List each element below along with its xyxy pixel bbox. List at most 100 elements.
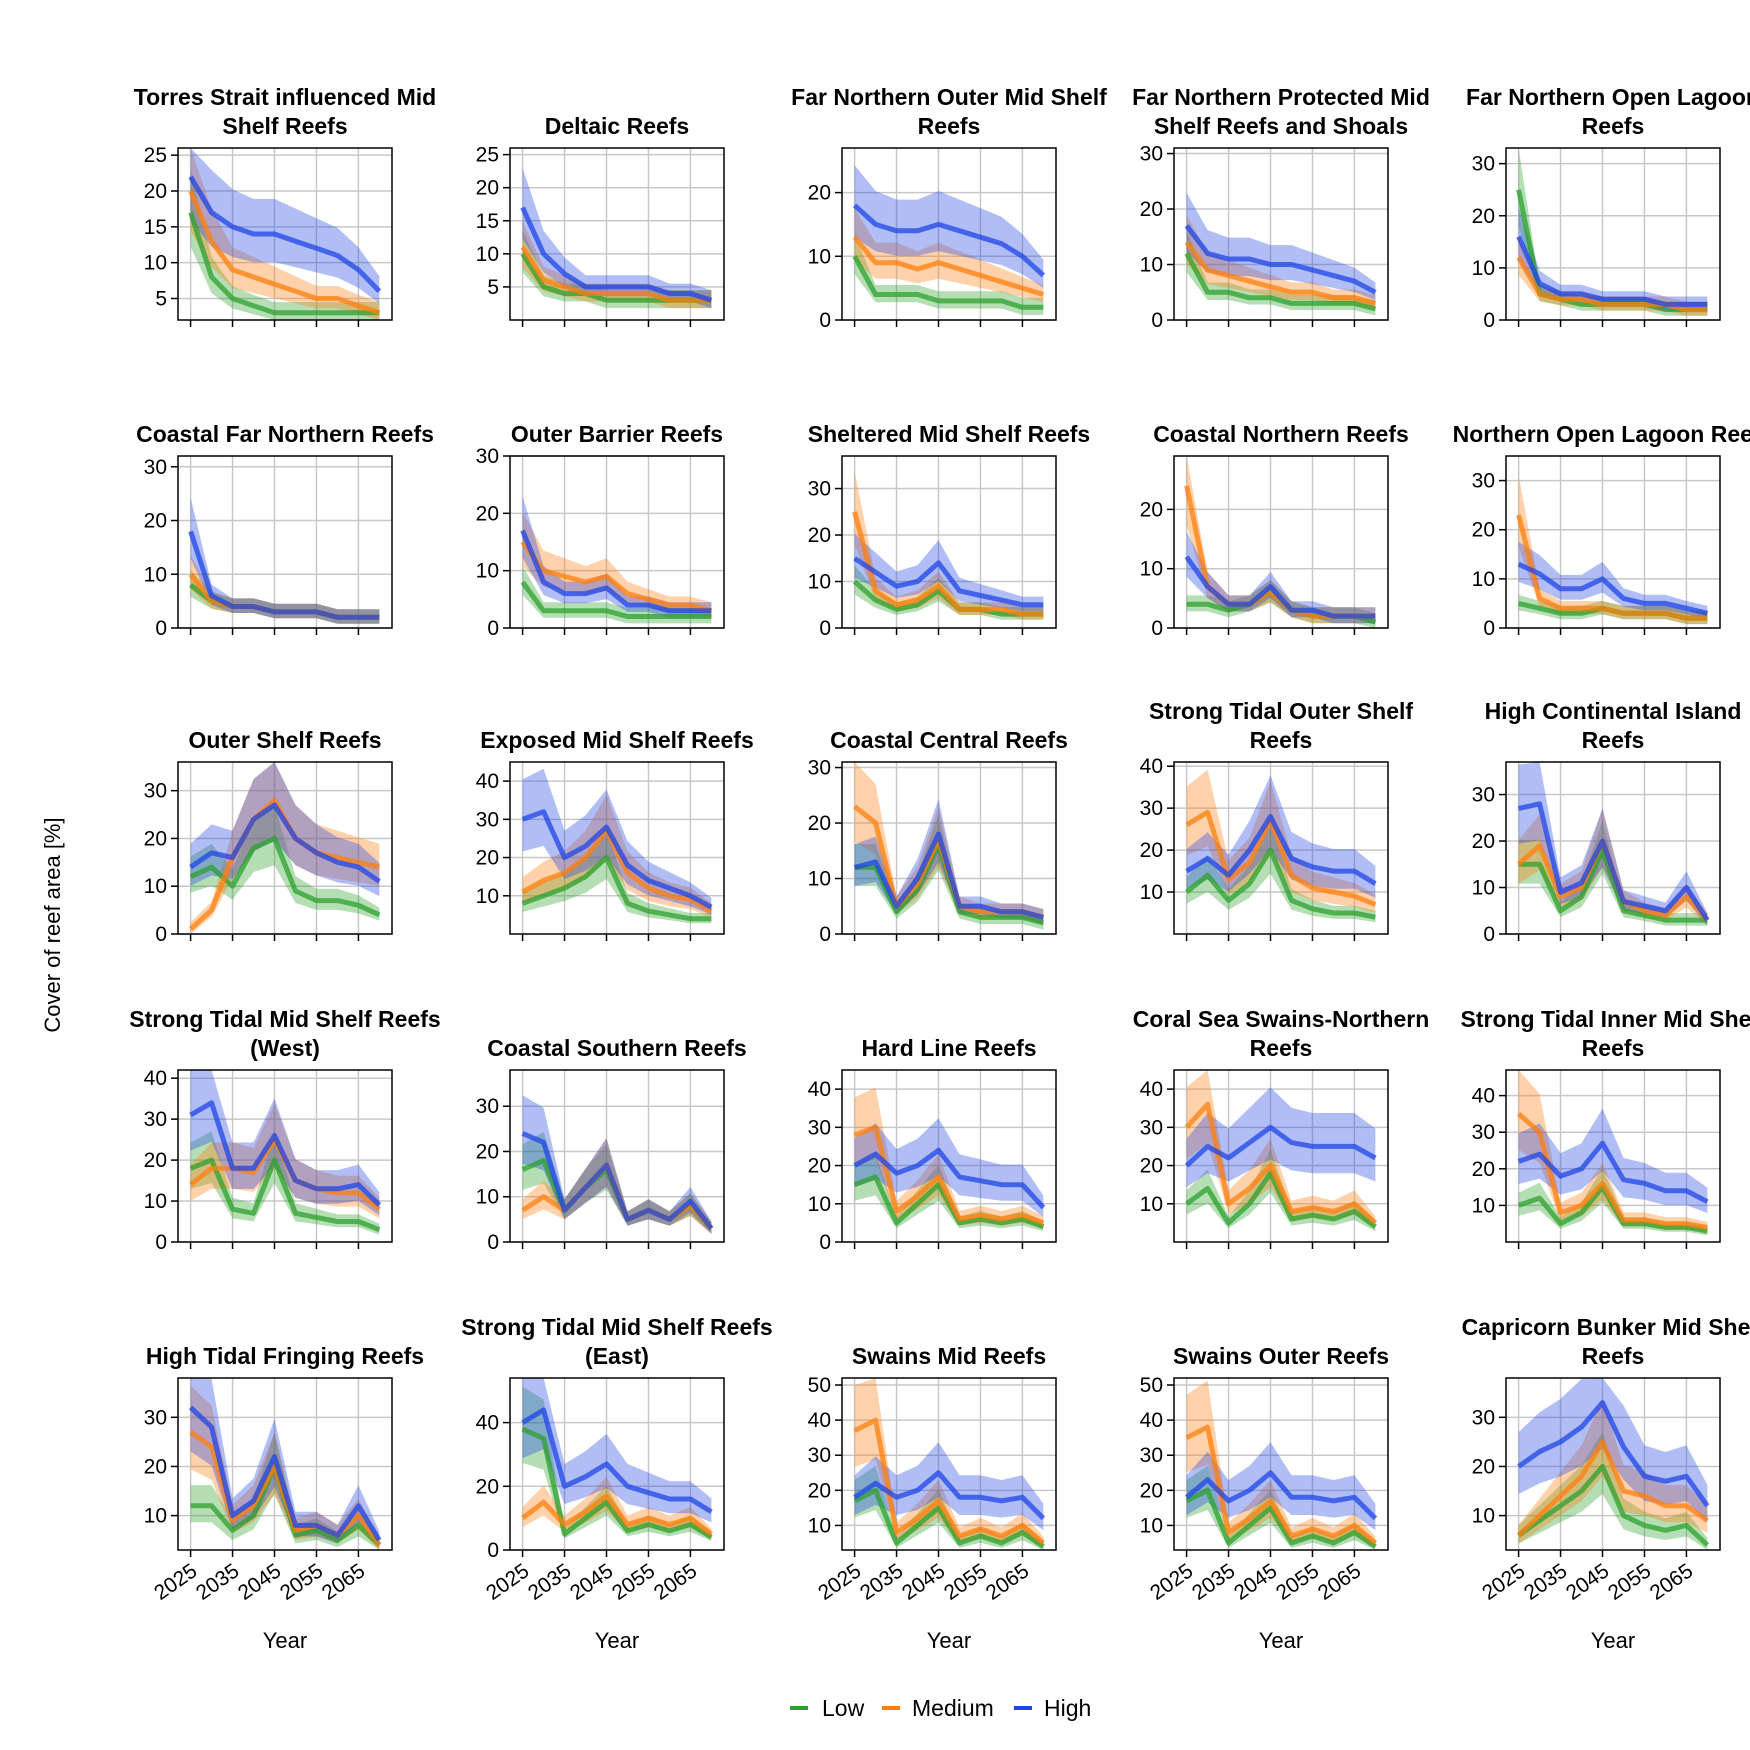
plot-frame — [177, 761, 393, 935]
y-tick-label: 30 — [144, 780, 167, 803]
y-tick-label: 10 — [808, 245, 831, 268]
y-tick-label: 30 — [144, 1108, 167, 1131]
line-low — [853, 1487, 1045, 1549]
line-high — [521, 1131, 714, 1230]
line-low — [188, 211, 380, 316]
y-tick-label: 5 — [487, 276, 499, 299]
plot-frame — [509, 1377, 725, 1551]
y-tick-label: 10 — [808, 1193, 831, 1216]
panel-title: Coastal Southern Reefs — [487, 1035, 746, 1061]
y-tick-label: 25 — [476, 144, 499, 167]
x-axis-label: Year — [1259, 1628, 1303, 1653]
x-tick-label: 2035 — [1520, 1559, 1571, 1605]
y-tick-label: 0 — [1483, 309, 1495, 332]
y-tick-label: 20 — [476, 502, 499, 525]
panel-coastal-northern-reefs: 0 10 20 Coastal Northern Reefs — [1140, 421, 1409, 640]
line-high — [1185, 814, 1377, 886]
line-high — [853, 1147, 1046, 1210]
line-low — [189, 835, 381, 918]
band-high — [190, 497, 380, 624]
y-tick-label: 20 — [1140, 839, 1163, 862]
y-tick-label: 30 — [808, 1116, 831, 1139]
band-high — [522, 168, 712, 309]
y-tick-label: 20 — [808, 812, 831, 835]
line-high — [1517, 1140, 1709, 1204]
y-tick-label: 30 — [1140, 1116, 1163, 1139]
line-medium — [1516, 1439, 1709, 1538]
panel-high-continental-island-reefs: 0 10 20 30 High Continental Island Reefs — [1472, 698, 1742, 946]
panel-title: Coral Sea Swains-Northern Reefs — [1133, 1006, 1430, 1061]
band-medium — [1186, 215, 1376, 310]
plot-frame — [841, 761, 1057, 935]
y-tick-label: 40 — [808, 1078, 831, 1101]
panel-title: Far Northern Outer Mid Shelf Reefs — [791, 84, 1107, 139]
y-tick-label: 20 — [476, 1140, 499, 1163]
x-tick-label: 2035 — [856, 1559, 907, 1605]
line-high — [852, 203, 1046, 278]
band-medium — [854, 471, 1044, 620]
line-medium — [853, 1417, 1046, 1545]
panel-far-northern-protected-mid-shelf-reefs-and-shoals: 0 10 20 30 Far Northern Protected Mid Shelf R… — [1132, 84, 1430, 332]
y-tick-label: 0 — [155, 617, 167, 640]
y-tick-label: 10 — [1140, 558, 1163, 581]
panel-title: Hard Line Reefs — [861, 1035, 1036, 1061]
x-tick-label: 2065 — [1314, 1559, 1365, 1605]
y-tick-label: 30 — [1472, 1406, 1495, 1429]
line-high — [1184, 1124, 1377, 1168]
line-high — [853, 1470, 1046, 1521]
plot-frame — [841, 147, 1057, 321]
x-tick-label: 2025 — [482, 1559, 533, 1605]
band-high — [522, 496, 712, 618]
y-tick-label: 25 — [144, 144, 167, 167]
x-tick-label: 2025 — [814, 1559, 865, 1605]
y-tick-label: 0 — [487, 617, 499, 640]
y-tick-label: 20 — [144, 1455, 167, 1478]
panel-title: Swains Outer Reefs — [1173, 1343, 1389, 1369]
y-tick-label: 30 — [476, 1095, 499, 1118]
y-tick-label: 0 — [819, 923, 831, 946]
y-tick-label: 20 — [144, 510, 167, 533]
y-tick-label: 30 — [1140, 1444, 1163, 1467]
y-tick-label: 10 — [476, 560, 499, 583]
panel-title: Strong Tidal Mid Shelf Reefs (East) — [461, 1314, 772, 1369]
x-tick-label: 2045 — [1562, 1559, 1613, 1605]
y-tick-label: 10 — [476, 885, 499, 908]
y-tick-label: 10 — [1140, 1514, 1163, 1537]
band-high — [190, 1378, 380, 1548]
y-tick-label: 20 — [808, 524, 831, 547]
line-low — [1184, 252, 1377, 312]
line-high — [189, 1100, 382, 1207]
plot-frame — [1173, 455, 1389, 629]
y-tick-label: 20 — [144, 827, 167, 850]
y-tick-label: 0 — [819, 617, 831, 640]
band-high — [1518, 207, 1708, 311]
plot-frame — [177, 147, 393, 321]
line-medium — [1516, 514, 1708, 621]
y-tick-label: 20 — [808, 182, 831, 205]
panel-hard-line-reefs: 0 10 20 30 40 Hard Line Reefs — [808, 1035, 1057, 1254]
y-tick-label: 0 — [1151, 617, 1163, 640]
plot-frame — [1505, 1069, 1721, 1243]
y-tick-label: 30 — [1472, 153, 1495, 176]
x-tick-label: 2045 — [1230, 1559, 1281, 1605]
y-tick-label: 10 — [476, 1186, 499, 1209]
y-tick-label: 20 — [808, 1155, 831, 1178]
panel-far-northern-outer-mid-shelf-reefs: 0 10 20 Far Northern Outer Mid Shelf Reefs — [791, 84, 1107, 332]
x-tick-label: 2065 — [982, 1559, 1033, 1605]
y-tick-label: 20 — [1472, 830, 1495, 853]
panel-title: Sheltered Mid Shelf Reefs — [808, 421, 1090, 447]
line-medium — [188, 190, 381, 316]
x-tick-label: 2055 — [276, 1559, 327, 1605]
line-high — [1184, 224, 1377, 295]
y-tick-label: 20 — [476, 847, 499, 870]
line-low — [521, 855, 712, 922]
plot-frame — [509, 1069, 725, 1243]
line-high — [853, 556, 1044, 608]
y-tick-label: 30 — [808, 757, 831, 780]
panel-title: Coastal Northern Reefs — [1153, 421, 1409, 447]
panel-torres-strait-influenced-mid-shelf-reefs: 5 10 15 20 25 Torres Strait influenced Mid She… — [134, 84, 436, 327]
y-tick-label: 20 — [1472, 519, 1495, 542]
panel-outer-shelf-reefs: 0 10 20 30 Outer Shelf Reefs — [144, 727, 393, 946]
